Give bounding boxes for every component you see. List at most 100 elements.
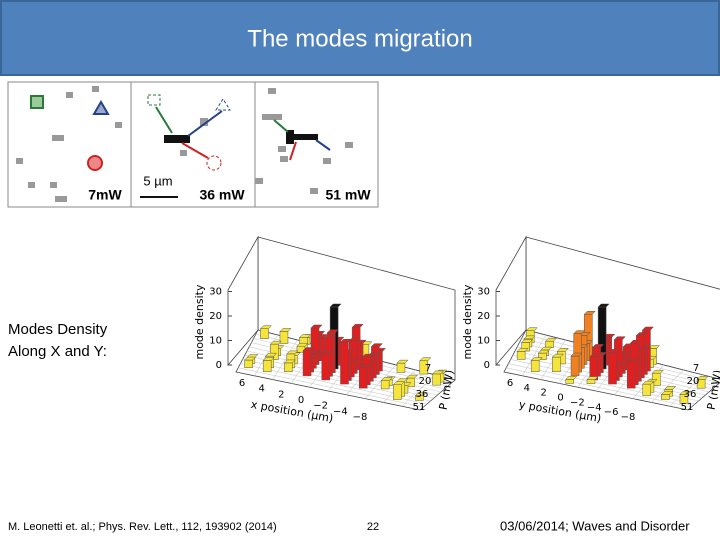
bar-top (651, 369, 664, 374)
bar-top (679, 391, 692, 395)
floor-grid (401, 374, 436, 407)
bar (244, 359, 253, 368)
x-tick-label: 2 (278, 389, 284, 400)
p-tick-label: 7 (693, 363, 699, 374)
bar-top (660, 391, 673, 395)
bar (262, 360, 272, 372)
p-tick-label: 36 (416, 389, 429, 400)
x-tick-label: −4 (587, 402, 602, 413)
microscopy-image: 7mW 5 µm 36 mW 51 mW (7, 81, 379, 208)
z-tick-label: 30 (477, 287, 490, 298)
bar-top (286, 350, 299, 355)
arrow (181, 142, 209, 159)
z-label: mode density (461, 284, 474, 360)
bar-top (516, 348, 529, 352)
arrow (289, 141, 297, 161)
scale-label: 5 µm (143, 173, 172, 188)
mode-spot (290, 134, 318, 140)
z-tick-label: 20 (477, 311, 490, 322)
p-tick-label: 51 (681, 402, 694, 413)
bar-top (597, 303, 610, 308)
bar-top (530, 357, 543, 361)
bar-top (537, 349, 550, 354)
x-tick-label: −6 (604, 407, 619, 418)
bar (380, 380, 390, 390)
bar (279, 331, 289, 344)
bar-top (298, 334, 312, 338)
bar-top (323, 334, 337, 338)
bar (516, 351, 526, 360)
bar-top (321, 350, 334, 354)
bar-top (419, 357, 432, 361)
bar-top (405, 374, 419, 379)
x-tick-label: −2 (313, 401, 328, 412)
p-tick-label: 20 (687, 376, 700, 387)
marker (215, 98, 231, 111)
x-tick-label: 4 (258, 384, 264, 395)
x-tick-label: −8 (621, 412, 636, 423)
floor-grid (364, 364, 397, 399)
bar-top (570, 352, 583, 357)
marker (147, 94, 161, 106)
bar-top (243, 356, 257, 361)
p-tick-label: 7 (425, 363, 431, 374)
bar-top (310, 324, 323, 329)
mode-spots (16, 86, 353, 202)
bar (626, 361, 636, 389)
bar-top (414, 392, 427, 396)
bar-top (302, 347, 315, 351)
x-tick-label: −4 (333, 406, 348, 417)
x-tick-label: 6 (507, 378, 513, 389)
bar-top (589, 353, 602, 358)
bar (661, 394, 670, 400)
bar-top (583, 310, 596, 315)
bar-top (392, 381, 405, 385)
arrow (315, 139, 331, 151)
bar-top (348, 337, 361, 342)
citation: M. Leonetti et. al.; Phys. Rev. Lett., 1… (8, 521, 277, 533)
bar-top (641, 326, 655, 331)
floor-grid (650, 369, 684, 403)
p-tick-label: 51 (413, 402, 426, 413)
arrow (187, 110, 223, 137)
bar-top (521, 339, 534, 343)
bar-top (696, 376, 709, 380)
bar-top (326, 329, 339, 333)
bar-top (544, 337, 558, 342)
z-tick-label: 30 (209, 287, 222, 298)
bar-top (431, 370, 445, 375)
bar-top (573, 330, 586, 334)
bar (545, 340, 554, 348)
x-tick-label: −2 (570, 397, 585, 408)
bar (396, 362, 406, 373)
bar (260, 328, 269, 339)
bar (393, 384, 402, 400)
bar-top (358, 364, 371, 368)
bar-top (642, 380, 655, 385)
bar (565, 379, 574, 384)
page-number: 22 (367, 521, 379, 533)
bar (608, 352, 617, 385)
bar (340, 342, 349, 385)
bar (552, 356, 561, 373)
bar (530, 360, 540, 372)
bar-top (361, 353, 374, 358)
z-tick-label: 0 (216, 360, 222, 371)
date-event: 03/06/2014; Waves and Disorder (500, 518, 690, 533)
image-frame (7, 81, 379, 208)
bar-top (262, 357, 275, 361)
bar-top (525, 327, 538, 331)
panel-label: 51 mW (325, 187, 371, 203)
panel-label: 36 mW (199, 187, 245, 203)
bar-top (370, 343, 383, 347)
bar (586, 379, 596, 384)
side-text: Along X and Y: (8, 343, 107, 360)
bar (432, 373, 441, 386)
bar-top (269, 340, 282, 345)
x-tick-label: 0 (557, 393, 563, 404)
bar-top (329, 303, 342, 308)
z-tick-label: 10 (209, 336, 222, 347)
